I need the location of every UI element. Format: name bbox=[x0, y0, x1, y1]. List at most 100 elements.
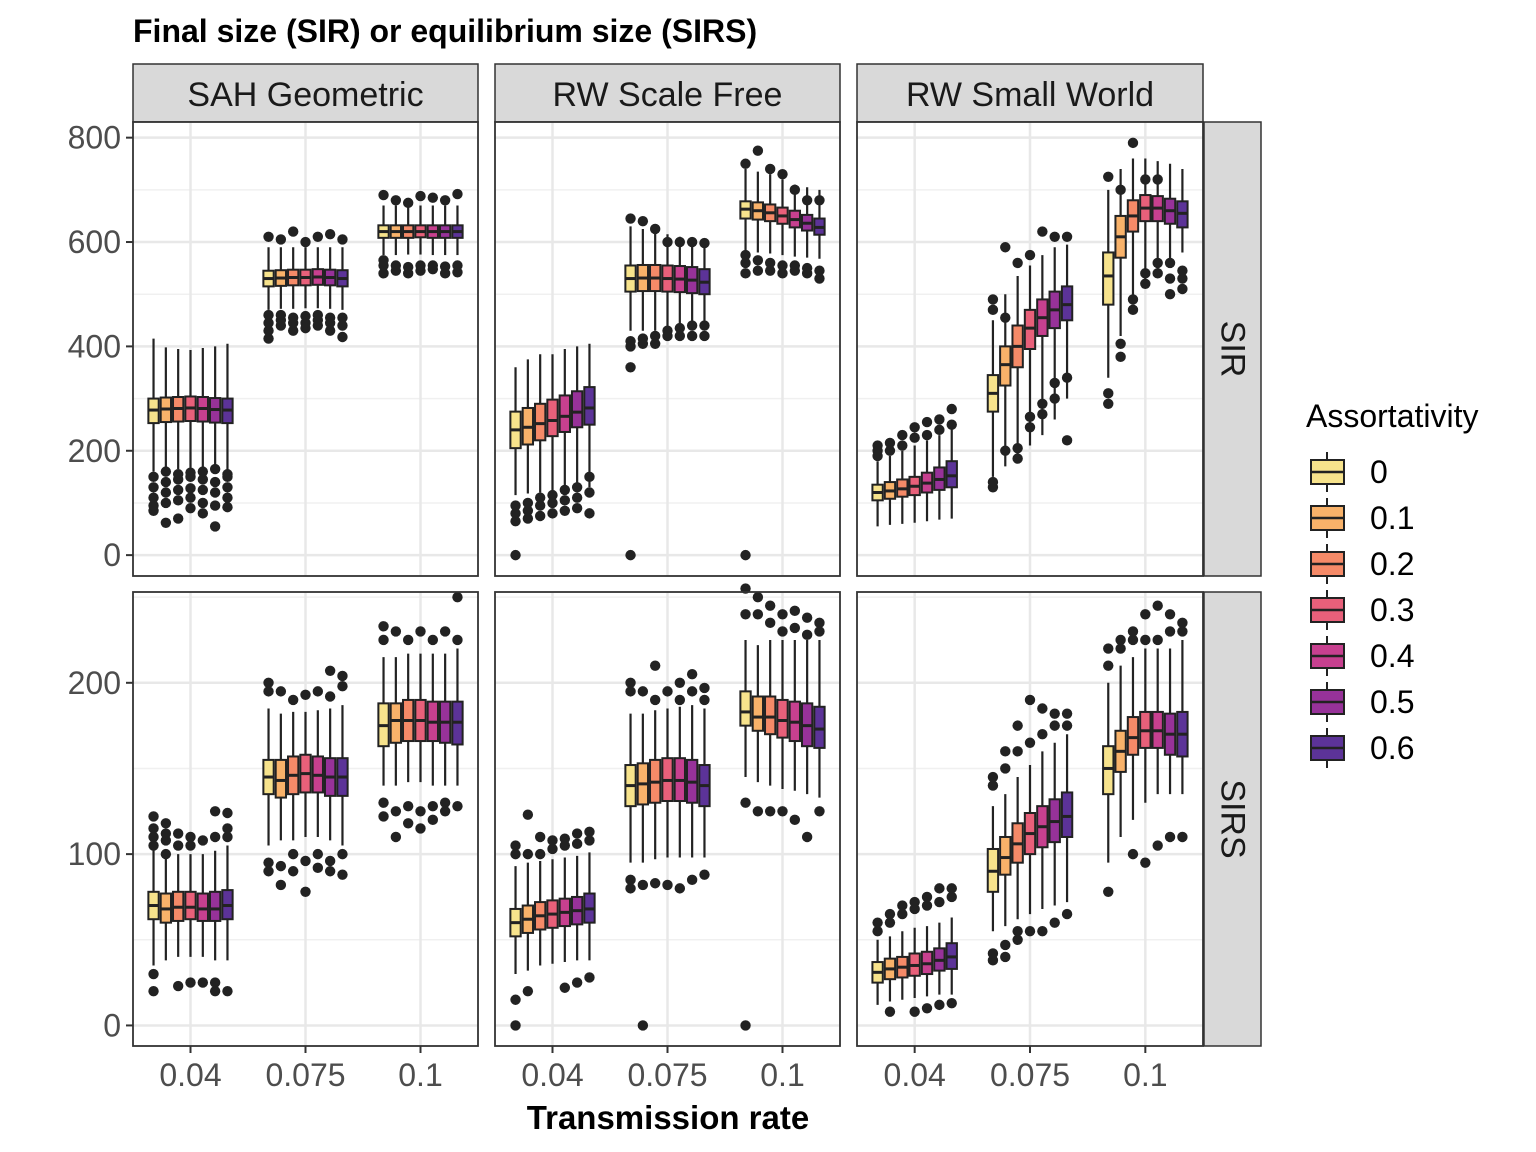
outlier-point bbox=[197, 508, 209, 519]
outlier-point bbox=[674, 236, 686, 248]
outlier-point bbox=[699, 869, 710, 880]
outlier-point bbox=[160, 476, 172, 488]
outlier-point bbox=[987, 304, 999, 316]
box-body bbox=[208, 890, 222, 922]
outlier-point bbox=[324, 691, 336, 702]
x-tick-label: 0.075 bbox=[627, 1057, 707, 1093]
outlier-point bbox=[872, 440, 883, 451]
x-tick-label: 0.04 bbox=[521, 1057, 583, 1093]
outlier-point bbox=[390, 195, 402, 206]
outlier-point bbox=[1103, 171, 1114, 182]
x-tick-label: 0.04 bbox=[884, 1057, 946, 1093]
outlier-point bbox=[740, 1020, 751, 1031]
outlier-point bbox=[625, 677, 636, 688]
outlier-point bbox=[1177, 831, 1188, 843]
outlier-point bbox=[1164, 273, 1176, 284]
outlier-point bbox=[185, 977, 196, 988]
outlier-point bbox=[160, 487, 172, 498]
outlier-point bbox=[909, 896, 920, 908]
outlier-point bbox=[197, 835, 209, 846]
outlier-point bbox=[1024, 249, 1036, 261]
outlier-point bbox=[324, 665, 336, 677]
outlier-point bbox=[764, 257, 776, 269]
outlier-point bbox=[625, 549, 636, 561]
outlier-point bbox=[185, 840, 196, 851]
outlier-point bbox=[390, 806, 402, 817]
facet-strip-column bbox=[132, 63, 479, 123]
outlier-point bbox=[1037, 409, 1048, 420]
outlier-point bbox=[452, 188, 463, 200]
outlier-point bbox=[1152, 257, 1163, 269]
outlier-point bbox=[1140, 609, 1151, 620]
outlier-point bbox=[1164, 626, 1176, 637]
outlier-point bbox=[571, 977, 583, 988]
outlier-point bbox=[674, 694, 686, 706]
outlier-point bbox=[740, 158, 751, 169]
facet-strip-column bbox=[856, 63, 1204, 123]
outlier-point bbox=[1012, 442, 1023, 454]
outlier-point bbox=[263, 866, 274, 877]
outlier-point bbox=[222, 482, 233, 493]
outlier-point bbox=[427, 800, 439, 812]
outlier-point bbox=[522, 985, 534, 997]
outlier-point bbox=[197, 484, 209, 496]
box-body bbox=[196, 892, 209, 922]
outlier-point bbox=[1127, 634, 1139, 646]
outlier-point bbox=[337, 320, 348, 331]
outlier-point bbox=[934, 896, 945, 908]
outlier-point bbox=[649, 338, 661, 349]
outlier-point bbox=[263, 857, 274, 868]
outlier-point bbox=[699, 237, 710, 249]
legend-title: Assortativity bbox=[1306, 398, 1478, 434]
outlier-point bbox=[987, 780, 999, 791]
outlier-point bbox=[148, 823, 159, 834]
outlier-point bbox=[1103, 643, 1114, 654]
outlier-point bbox=[312, 862, 324, 874]
outlier-point bbox=[1037, 398, 1048, 409]
legend-label: 0.3 bbox=[1370, 592, 1414, 628]
outlier-point bbox=[378, 634, 389, 646]
outlier-point bbox=[172, 484, 184, 496]
outlier-point bbox=[1049, 231, 1060, 243]
outlier-point bbox=[571, 502, 583, 514]
outlier-point bbox=[752, 265, 764, 276]
y-tick-label: 600 bbox=[68, 224, 121, 260]
outlier-point bbox=[686, 669, 698, 680]
outlier-point bbox=[897, 429, 908, 441]
outlier-point bbox=[390, 260, 402, 271]
y-tick-label: 100 bbox=[68, 836, 121, 872]
outlier-point bbox=[884, 908, 896, 920]
outlier-point bbox=[625, 362, 636, 373]
outlier-point bbox=[209, 977, 221, 988]
outlier-point bbox=[789, 605, 801, 617]
outlier-point bbox=[1140, 634, 1151, 646]
outlier-point bbox=[197, 466, 209, 477]
outlier-point bbox=[909, 432, 920, 443]
outlier-point bbox=[1164, 289, 1176, 300]
outlier-point bbox=[337, 869, 348, 880]
outlier-point bbox=[884, 437, 896, 449]
outlier-point bbox=[1037, 226, 1048, 237]
outlier-point bbox=[686, 330, 698, 342]
outlier-point bbox=[148, 492, 159, 503]
outlier-point bbox=[934, 424, 945, 436]
outlier-point bbox=[764, 806, 776, 817]
outlier-point bbox=[148, 500, 159, 511]
outlier-point bbox=[275, 686, 287, 697]
outlier-point bbox=[287, 848, 299, 860]
facet-column-label: RW Small World bbox=[906, 76, 1154, 114]
outlier-point bbox=[584, 471, 595, 483]
outlier-point bbox=[1012, 257, 1023, 269]
outlier-point bbox=[777, 626, 788, 637]
outlier-point bbox=[1177, 626, 1188, 637]
outlier-point bbox=[287, 866, 299, 877]
outlier-point bbox=[160, 818, 172, 829]
y-tick-label: 0 bbox=[103, 537, 121, 573]
outlier-point bbox=[222, 985, 233, 997]
outlier-point bbox=[390, 626, 402, 637]
outlier-point bbox=[1061, 908, 1073, 920]
outlier-point bbox=[649, 878, 661, 889]
outlier-point bbox=[402, 197, 414, 209]
outlier-point bbox=[324, 855, 336, 867]
outlier-point bbox=[1061, 708, 1073, 719]
